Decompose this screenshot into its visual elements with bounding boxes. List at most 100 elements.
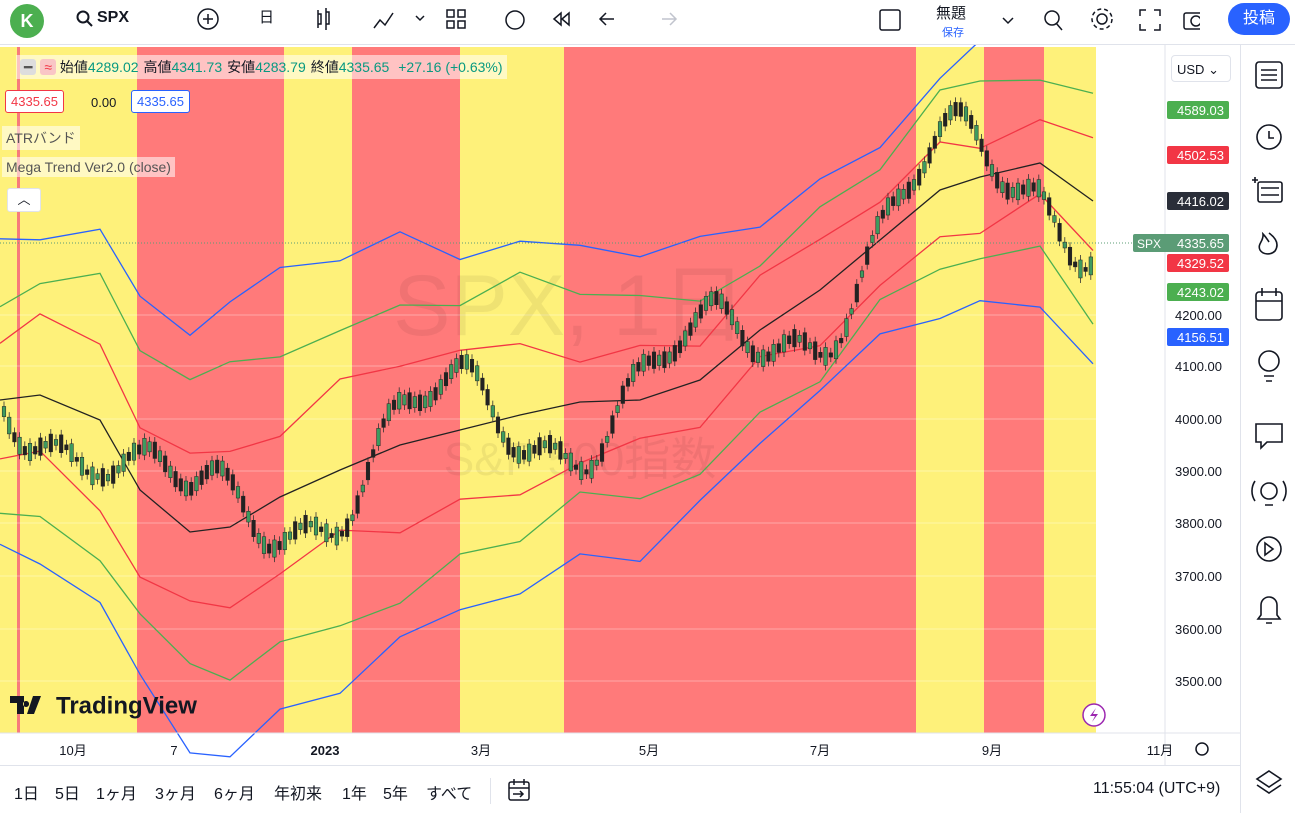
candle-body — [1026, 178, 1031, 197]
candle-body — [568, 452, 573, 472]
date-range-icon[interactable] — [507, 778, 533, 804]
candle-body — [896, 188, 901, 207]
range-button[interactable]: すべて — [426, 786, 473, 803]
band-line — [0, 300, 1094, 758]
candle-body — [501, 431, 506, 443]
clock[interactable]: 11:55:04 (UTC+9) — [1093, 780, 1221, 797]
candle-body — [334, 526, 339, 546]
layout-name[interactable]: 無題 — [936, 5, 967, 22]
candle-body — [610, 415, 615, 434]
candle-body — [802, 332, 807, 351]
price-tag-text: 4156.51 — [1177, 330, 1224, 345]
ma-line — [0, 162, 1094, 533]
collapse-legend[interactable]: ︿ — [7, 188, 41, 212]
price-label: 3600.00 — [1175, 622, 1222, 637]
candle-body — [573, 464, 579, 470]
candle-body — [90, 466, 95, 486]
ohlc-value: 4289.02 — [87, 59, 139, 75]
layout-square[interactable] — [878, 8, 902, 32]
candle-body — [703, 296, 709, 311]
currency[interactable]: USD ⌄ — [1171, 55, 1231, 82]
price-tag — [1167, 328, 1229, 346]
candle-body — [360, 484, 365, 493]
candle-body — [267, 543, 272, 554]
candle-body — [667, 351, 672, 364]
ohlc-label: 高値 — [143, 59, 172, 75]
band-line — [0, 118, 1094, 454]
candle-body — [599, 443, 605, 462]
symbol-tag-price: 4335.65 — [1177, 236, 1224, 251]
candle-body — [22, 446, 27, 456]
candle-body — [459, 354, 464, 370]
add-symbol[interactable] — [196, 7, 220, 31]
interval[interactable]: 日 — [259, 9, 275, 26]
symbol[interactable]: SPX — [97, 9, 130, 26]
candle-body — [792, 329, 797, 348]
candle-body — [116, 465, 121, 474]
candle-body — [64, 444, 69, 451]
candle-body — [906, 181, 911, 199]
candle-body — [261, 536, 267, 554]
candle-body — [953, 102, 958, 117]
candle-body — [111, 465, 116, 484]
range-button[interactable]: 1ヶ月 — [96, 786, 137, 803]
candle-body — [911, 179, 917, 191]
candle-body — [371, 449, 376, 458]
candle-body — [740, 330, 745, 347]
buy-price[interactable]: 4335.65 — [131, 90, 190, 113]
candle-body — [12, 432, 17, 443]
candle-body — [891, 196, 896, 206]
range-button[interactable]: 1日 — [14, 786, 39, 803]
right-icons[interactable] — [1000, 8, 1200, 32]
range-button[interactable]: 年初来 — [274, 786, 323, 803]
candle-body — [469, 359, 475, 373]
candle-body — [183, 480, 189, 497]
range-button[interactable]: 1年 — [342, 786, 367, 803]
candle-body — [657, 354, 662, 366]
redo[interactable] — [660, 8, 680, 28]
candle-body — [875, 216, 880, 235]
indicator-1[interactable]: ATRバンド — [2, 126, 80, 150]
time-label: 2023 — [311, 743, 340, 758]
candle-body — [527, 443, 532, 462]
candle-body — [355, 495, 360, 514]
sell-price[interactable]: 4335.65 — [5, 90, 64, 113]
candle-body — [511, 447, 516, 458]
candle-body — [594, 459, 599, 466]
time-label: 7 — [170, 743, 177, 758]
candle-body — [854, 283, 859, 303]
candle-body — [787, 335, 792, 344]
avatar[interactable]: K — [10, 4, 44, 38]
publish-button[interactable]: 投稿 — [1228, 3, 1290, 35]
candle-body — [308, 521, 313, 528]
candle-body — [917, 168, 922, 186]
price-axis: 4200.00 4100.00 4000.00 3900.00 3800.00 3700.… — [1133, 101, 1229, 689]
indicator-2[interactable]: Mega Trend Ver2.0 (close) — [2, 157, 175, 177]
toolbar-icons[interactable] — [314, 6, 614, 32]
candle-body — [475, 365, 480, 382]
candle-body — [698, 304, 703, 319]
candle-body — [943, 113, 948, 127]
candle-body — [449, 364, 454, 379]
save-state: 保存 — [942, 27, 964, 39]
axis-settings[interactable] — [1195, 742, 1209, 756]
price-tag-text: 4416.02 — [1177, 194, 1224, 209]
range-button[interactable]: 5日 — [55, 786, 80, 803]
search-icon — [76, 10, 93, 27]
candle-body — [927, 147, 932, 164]
candle-body — [324, 523, 329, 543]
sidebar-icons[interactable] — [1241, 45, 1295, 813]
candle-body — [901, 188, 906, 200]
style-btn[interactable]: ≈ — [40, 59, 57, 75]
time-label: 11月 — [1147, 743, 1174, 758]
candle-body — [485, 389, 490, 406]
candle-body — [677, 340, 683, 354]
candle-body — [204, 465, 209, 480]
range-button[interactable]: 6ヶ月 — [214, 786, 255, 803]
price-tag-text: 4329.52 — [1177, 256, 1224, 271]
candle-body — [1073, 261, 1078, 268]
hide-btn[interactable]: ━ — [20, 59, 37, 75]
range-button[interactable]: 3ヶ月 — [155, 786, 196, 803]
range-button[interactable]: 5年 — [383, 786, 408, 803]
candle-body — [48, 433, 53, 453]
